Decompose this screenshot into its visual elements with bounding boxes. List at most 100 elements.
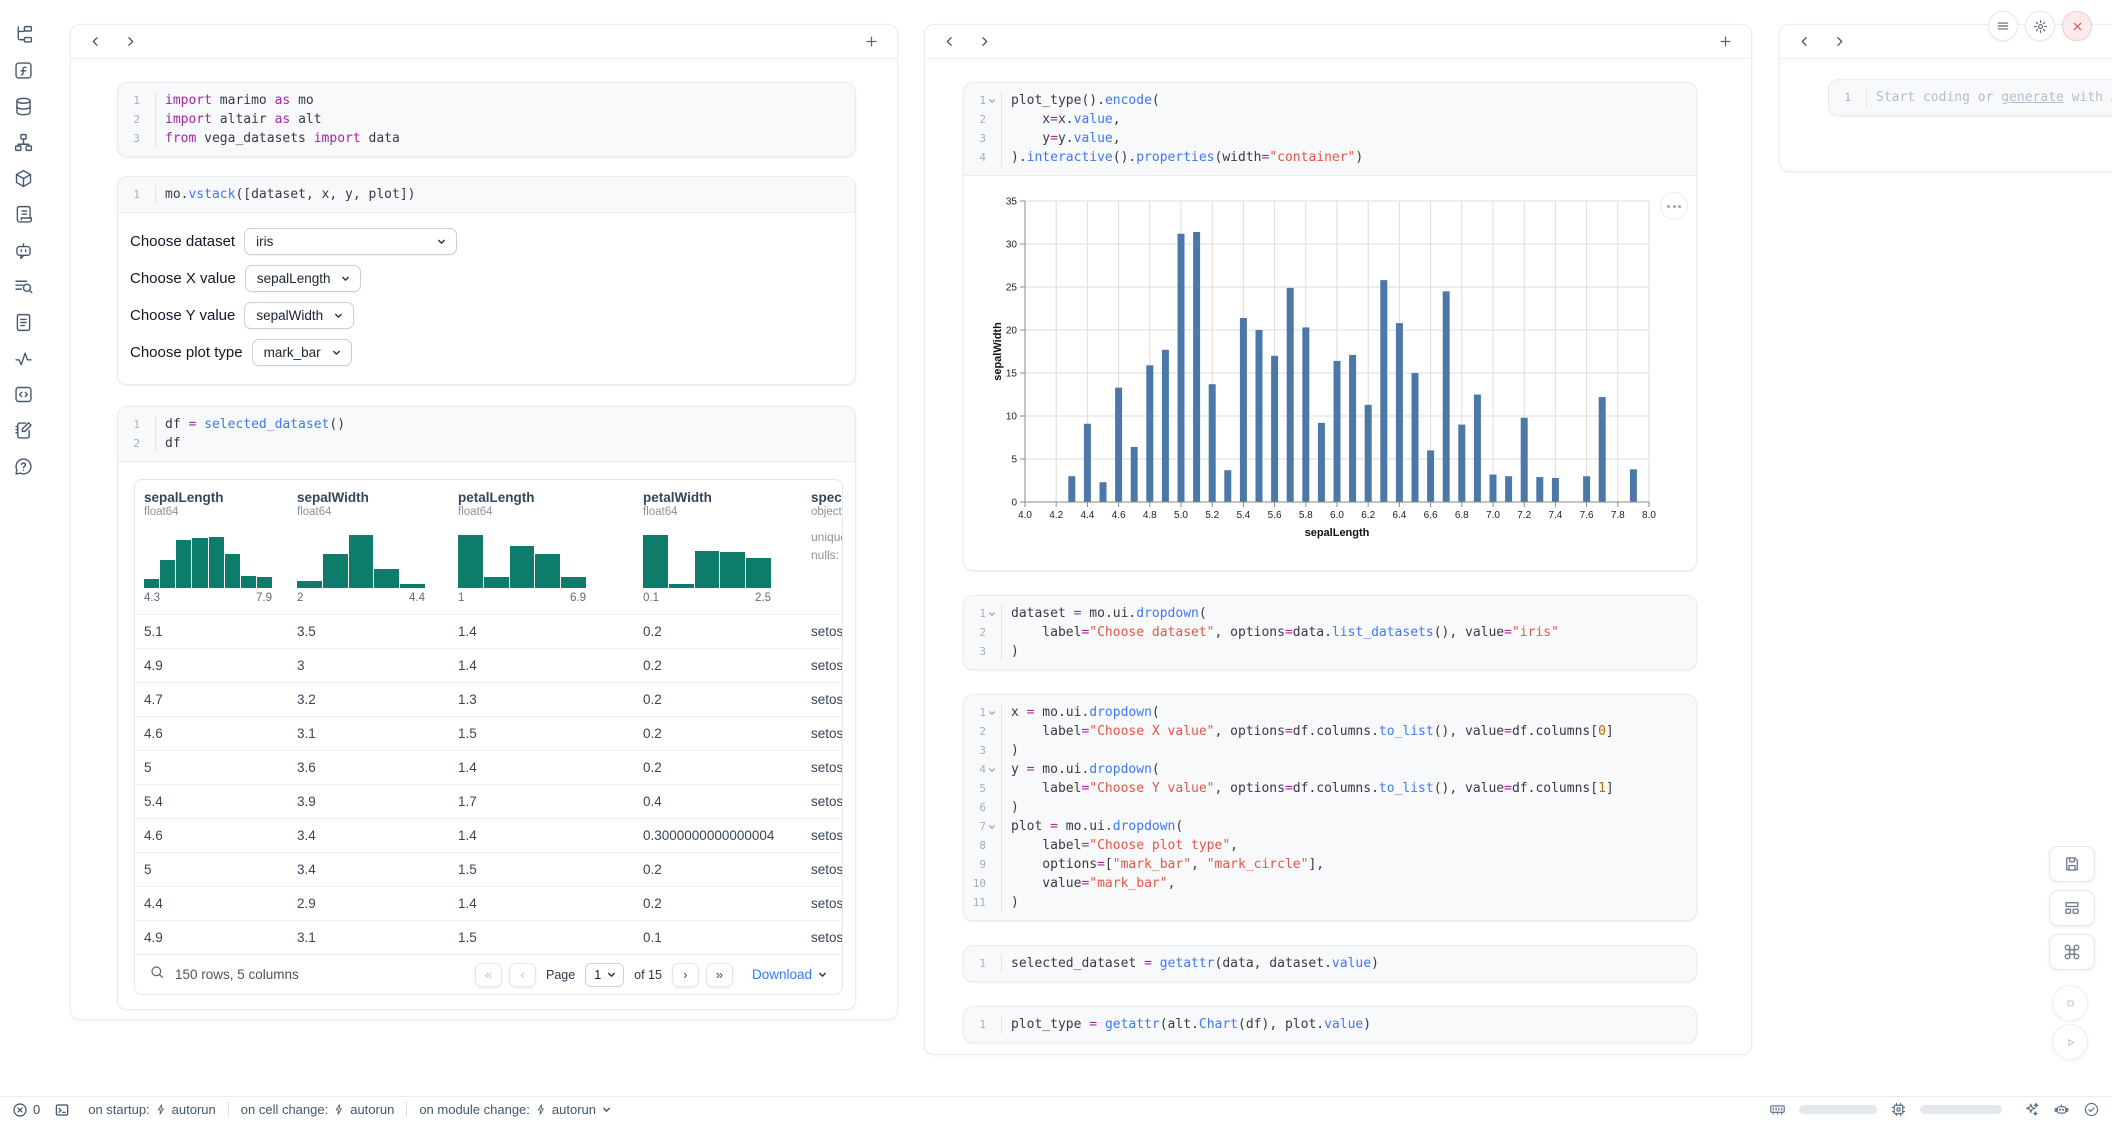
save-icon	[2063, 855, 2081, 873]
search-icon[interactable]	[149, 964, 165, 985]
sidebar-item-file-text[interactable]	[12, 312, 34, 333]
activity-icon	[13, 348, 34, 369]
choose-x-value-select[interactable]: sepalLength	[245, 265, 362, 292]
download-button[interactable]: Download	[752, 967, 828, 982]
notebook-column-1: 1import marimo as mo2import altair as al…	[70, 24, 898, 1020]
code-editor-dataframe[interactable]: 1df = selected_dataset()2df	[118, 407, 855, 461]
code-editor-imports[interactable]: 1import marimo as mo2import altair as al…	[118, 83, 855, 156]
table-row: 4.63.11.50.2setosa	[135, 716, 842, 750]
column-header-species[interactable]: speciesobjectuniquenulls:	[811, 480, 842, 614]
line-number: 1	[118, 185, 140, 204]
choose-plot-type-select[interactable]: mark_bar	[252, 339, 352, 366]
column-header-sepalWidth[interactable]: sepalWidthfloat6424.4	[297, 480, 458, 614]
sidebar-item-help-circle[interactable]	[12, 456, 34, 477]
sidebar-item-notebook-pen[interactable]	[12, 420, 34, 441]
sidebar-item-list-search[interactable]	[12, 276, 34, 297]
histogram-petalWidth	[643, 526, 771, 588]
next-page-button[interactable]: ›	[672, 963, 699, 987]
line-number: 2	[964, 722, 986, 741]
choose-y-value-select[interactable]: sepalWidth	[244, 302, 354, 329]
sidebar-item-activity[interactable]	[12, 348, 34, 369]
error-count-indicator[interactable]: 0	[12, 1102, 40, 1118]
chart-more-options-button[interactable]	[1660, 192, 1688, 220]
command-palette-button[interactable]	[2049, 934, 2095, 970]
add-column-button[interactable]	[1716, 32, 1735, 51]
table-row: 5.13.51.40.2setosa	[135, 614, 842, 648]
circle-check-icon	[2083, 1101, 2100, 1118]
first-page-button[interactable]: «	[475, 963, 502, 987]
connection-status-button[interactable]	[2083, 1101, 2100, 1118]
dataframe-table: sepalLengthfloat644.37.9sepalWidthfloat6…	[134, 479, 843, 995]
page-select[interactable]: 1	[585, 963, 624, 987]
code-cell-dataframe: 1df = selected_dataset()2df sepalLengthf…	[117, 406, 856, 1010]
run-setting-1[interactable]: on cell change:autorun	[241, 1102, 395, 1117]
code-editor-vstack[interactable]: 1mo.vstack([dataset, x, y, plot])	[118, 177, 855, 212]
notebook-column-2: 1plot_type().encode(2 x=x.value,3 y=y.va…	[924, 24, 1752, 1055]
column-scroll-right-button[interactable]	[976, 33, 993, 50]
column-scroll-left-button[interactable]	[1796, 33, 1813, 50]
code-editor-xy-plot-dropdowns[interactable]: 1x = mo.ui.dropdown(2 label="Choose X va…	[964, 695, 1696, 920]
column-scroll-left-button[interactable]	[941, 33, 958, 50]
close-button[interactable]	[2062, 11, 2092, 41]
column-header-petalLength[interactable]: petalLengthfloat6416.9	[458, 480, 643, 614]
fold-chevron-icon[interactable]	[986, 760, 998, 779]
code-editor-plot[interactable]: 1plot_type().encode(2 x=x.value,3 y=y.va…	[964, 83, 1696, 175]
table-row: 53.41.50.2setosa	[135, 852, 842, 886]
fold-chevron-icon[interactable]	[986, 703, 998, 722]
column-scroll-left-button[interactable]	[87, 33, 104, 50]
svg-text:5.2: 5.2	[1205, 510, 1219, 521]
code-editor-selected-dataset[interactable]: 1selected_dataset = getattr(data, datase…	[964, 946, 1696, 981]
line-number: 8	[964, 836, 986, 855]
bar-chart[interactable]: 4.04.24.44.64.85.05.25.45.65.86.06.26.46…	[991, 188, 1691, 553]
chart-output[interactable]: 4.04.24.44.64.85.05.25.45.65.86.06.26.46…	[964, 175, 1696, 570]
sidebar-item-database[interactable]	[12, 96, 34, 117]
sidebar-item-bot-message[interactable]	[12, 240, 34, 261]
fold-chevron-icon[interactable]	[986, 604, 998, 623]
dropdown-label: Choose plot type	[130, 344, 243, 361]
settings-button[interactable]	[2025, 11, 2055, 41]
generate-with-ai-link[interactable]: generate	[2001, 90, 2064, 105]
fold-chevron-icon[interactable]	[986, 817, 998, 836]
sidebar-item-package[interactable]	[12, 168, 34, 189]
run-setting-2[interactable]: on module change:autorun	[419, 1102, 612, 1117]
sidebar-item-workflow[interactable]	[12, 132, 34, 153]
list-search-icon	[13, 276, 34, 297]
sidebar-item-code-square[interactable]	[12, 384, 34, 405]
column-header-sepalLength[interactable]: sepalLengthfloat644.37.9	[144, 480, 297, 614]
save-button[interactable]	[2049, 846, 2095, 882]
sidebar-item-function-square[interactable]	[12, 60, 34, 81]
code-cell-dataset-dropdown: 1dataset = mo.ui.dropdown(2 label="Choos…	[963, 595, 1697, 670]
last-page-button[interactable]: »	[706, 963, 733, 987]
stop-button[interactable]	[2052, 985, 2088, 1021]
sidebar-item-scroll-text[interactable]	[12, 204, 34, 225]
svg-text:4.0: 4.0	[1018, 510, 1032, 521]
layout-button[interactable]	[2049, 890, 2095, 926]
column-scroll-right-button[interactable]	[1831, 33, 1848, 50]
menu-button[interactable]	[1988, 11, 2018, 41]
copilot-button[interactable]	[2053, 1101, 2070, 1118]
svg-text:35: 35	[1006, 197, 1018, 208]
table-row: 5.43.91.70.4setosa	[135, 784, 842, 818]
sparkles-icon	[2023, 1101, 2040, 1118]
chevron-left-icon	[943, 35, 956, 48]
column-scroll-right-button[interactable]	[122, 33, 139, 50]
plus-icon	[1718, 34, 1733, 49]
run-button[interactable]	[2052, 1024, 2088, 1060]
line-number: 1	[118, 91, 140, 110]
fold-chevron-icon[interactable]	[986, 91, 998, 110]
code-cell-xy-plot-dropdowns: 1x = mo.ui.dropdown(2 label="Choose X va…	[963, 694, 1697, 921]
line-number: 1	[964, 91, 986, 110]
add-column-button[interactable]	[862, 32, 881, 51]
code-editor-dataset-dropdown[interactable]: 1dataset = mo.ui.dropdown(2 label="Choos…	[964, 596, 1696, 669]
choose-dataset-select[interactable]: iris	[244, 228, 457, 255]
close-icon	[2071, 20, 2084, 33]
sidebar-item-file-tree[interactable]	[12, 24, 34, 45]
run-setting-0[interactable]: on startup:autorun	[88, 1102, 216, 1117]
ai-assist-button[interactable]	[2023, 1101, 2040, 1118]
column-header-petalWidth[interactable]: petalWidthfloat640.12.5	[643, 480, 811, 614]
code-editor-empty[interactable]: 1 Start coding or generate with AI	[1829, 80, 2112, 115]
svg-text:20: 20	[1006, 326, 1018, 337]
previous-page-button[interactable]: ‹	[509, 963, 536, 987]
terminal-button[interactable]	[54, 1102, 70, 1118]
code-editor-plot-type[interactable]: 1plot_type = getattr(alt.Chart(df), plot…	[964, 1007, 1696, 1042]
